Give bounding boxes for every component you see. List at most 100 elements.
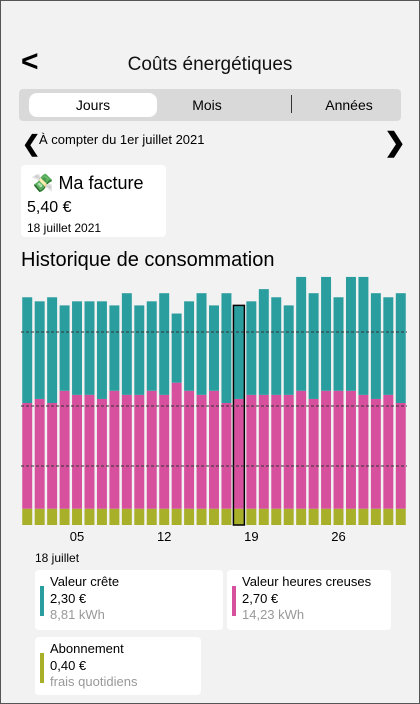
- bar-segment: [345, 390, 356, 509]
- bar-segment: [84, 394, 95, 509]
- bar-segment: [246, 508, 257, 525]
- bar-segment: [109, 390, 120, 509]
- bar-segment: [283, 394, 294, 509]
- bar-segment: [271, 394, 282, 509]
- detail-name: Valeur crête: [50, 574, 120, 589]
- detail-card: Valeur crête 2,30 € 8,81 kWh: [35, 570, 223, 630]
- bar-segment: [283, 508, 294, 525]
- prev-button[interactable]: ❮: [22, 131, 41, 156]
- color-bar: [232, 586, 236, 616]
- bar-segment: [370, 398, 381, 509]
- bar-segment: [209, 390, 219, 509]
- detail-card: Abonnement 0,40 € frais quotidiens: [35, 637, 201, 695]
- bar-segment: [308, 508, 319, 525]
- bar-segment: [84, 301, 95, 395]
- x-tick-label: 12: [157, 529, 171, 544]
- bar-segment: [72, 394, 83, 509]
- money-icon: 💸: [31, 173, 54, 193]
- bar-segment: [159, 508, 170, 525]
- section-title: Historique de consommation: [21, 249, 275, 271]
- bar-segment: [47, 297, 58, 403]
- bill-title: 💸 Ma facture: [31, 173, 143, 194]
- bill-title-text: Ma facture: [58, 173, 144, 193]
- period-label: À compter du 1er juillet 2021: [39, 132, 205, 147]
- bar-segment: [34, 398, 45, 509]
- bar-segment: [221, 293, 232, 403]
- bar-segment: [84, 508, 95, 525]
- bar-segment: [72, 301, 83, 395]
- detail-value: 2,70 €: [242, 591, 279, 606]
- back-button[interactable]: <: [21, 45, 39, 78]
- next-button[interactable]: ❯: [384, 127, 406, 157]
- bar-segment: [59, 390, 70, 509]
- bar-segment: [271, 508, 282, 525]
- bar-segment: [271, 297, 282, 395]
- bar-segment: [221, 508, 232, 525]
- bar-segment: [121, 508, 132, 525]
- bar-segment: [258, 394, 269, 509]
- bar-segment: [22, 403, 33, 509]
- detail-card: Valeur heures creuses 2,70 € 14,23 kWh: [227, 570, 391, 630]
- bar-segment: [121, 394, 132, 509]
- color-bar: [40, 586, 44, 616]
- bar-segment: [72, 508, 83, 525]
- bar-segment: [96, 301, 107, 399]
- x-tick-label: 05: [70, 529, 84, 544]
- bar-segment: [59, 305, 70, 391]
- bar-segment: [395, 508, 406, 525]
- bar-segment: [47, 508, 58, 525]
- bar-segment: [159, 293, 170, 395]
- detail-date: 18 juillet: [35, 551, 80, 565]
- bar-segment: [283, 305, 294, 395]
- bars: [22, 276, 406, 526]
- chart: 05 12 19 26: [21, 276, 407, 544]
- selection-outline: [232, 304, 246, 526]
- bar-segment: [258, 508, 269, 525]
- bar-segment: [321, 276, 332, 391]
- bar-segment: [296, 508, 307, 525]
- bar-segment: [134, 508, 145, 525]
- bar-segment: [22, 297, 33, 403]
- bar-segment: [146, 390, 157, 509]
- bar-segment: [22, 508, 33, 525]
- separator: [291, 95, 292, 113]
- bar-segment: [121, 293, 132, 395]
- bar-segment: [196, 293, 207, 395]
- bar-segment: [258, 289, 269, 395]
- bill-card[interactable]: 💸 Ma facture 5,40 € 18 juillet 2021: [21, 165, 166, 237]
- tab[interactable]: Années: [325, 97, 373, 113]
- bar-segment: [96, 508, 107, 525]
- bar-segment: [370, 293, 381, 399]
- bar-segment: [395, 403, 406, 509]
- bar-segment: [146, 301, 157, 391]
- detail-name: Valeur heures creuses: [242, 574, 372, 589]
- bar-segment: [134, 394, 145, 509]
- bar-segment: [358, 394, 369, 509]
- bar-segment: [221, 403, 232, 509]
- bar-segment: [171, 313, 182, 383]
- color-bar: [40, 653, 44, 683]
- bar-segment: [370, 508, 381, 525]
- bar-segment: [246, 301, 257, 395]
- tab-bar: Jours Mois Années: [19, 89, 401, 121]
- bar-segment: [383, 508, 394, 525]
- bar-segment: [184, 390, 195, 509]
- bar-segment: [59, 508, 70, 525]
- detail-sub: 8,81 kWh: [50, 607, 105, 622]
- bar-segment: [333, 390, 344, 509]
- bar-segment: [171, 508, 182, 525]
- bill-date: 18 juillet 2021: [27, 221, 102, 235]
- bar-segment: [308, 398, 319, 509]
- bar-segment: [184, 301, 195, 391]
- bar-segment: [96, 398, 107, 509]
- x-tick-label: 26: [331, 529, 345, 544]
- detail-value: 0,40 €: [50, 658, 87, 673]
- bar-segment: [47, 403, 58, 509]
- bar-segment: [34, 508, 45, 525]
- tab[interactable]: Jours: [29, 93, 157, 117]
- detail-sub: frais quotidiens: [50, 674, 138, 689]
- bar-segment: [395, 293, 406, 403]
- tab[interactable]: Mois: [192, 97, 222, 113]
- bar-segment: [296, 276, 307, 391]
